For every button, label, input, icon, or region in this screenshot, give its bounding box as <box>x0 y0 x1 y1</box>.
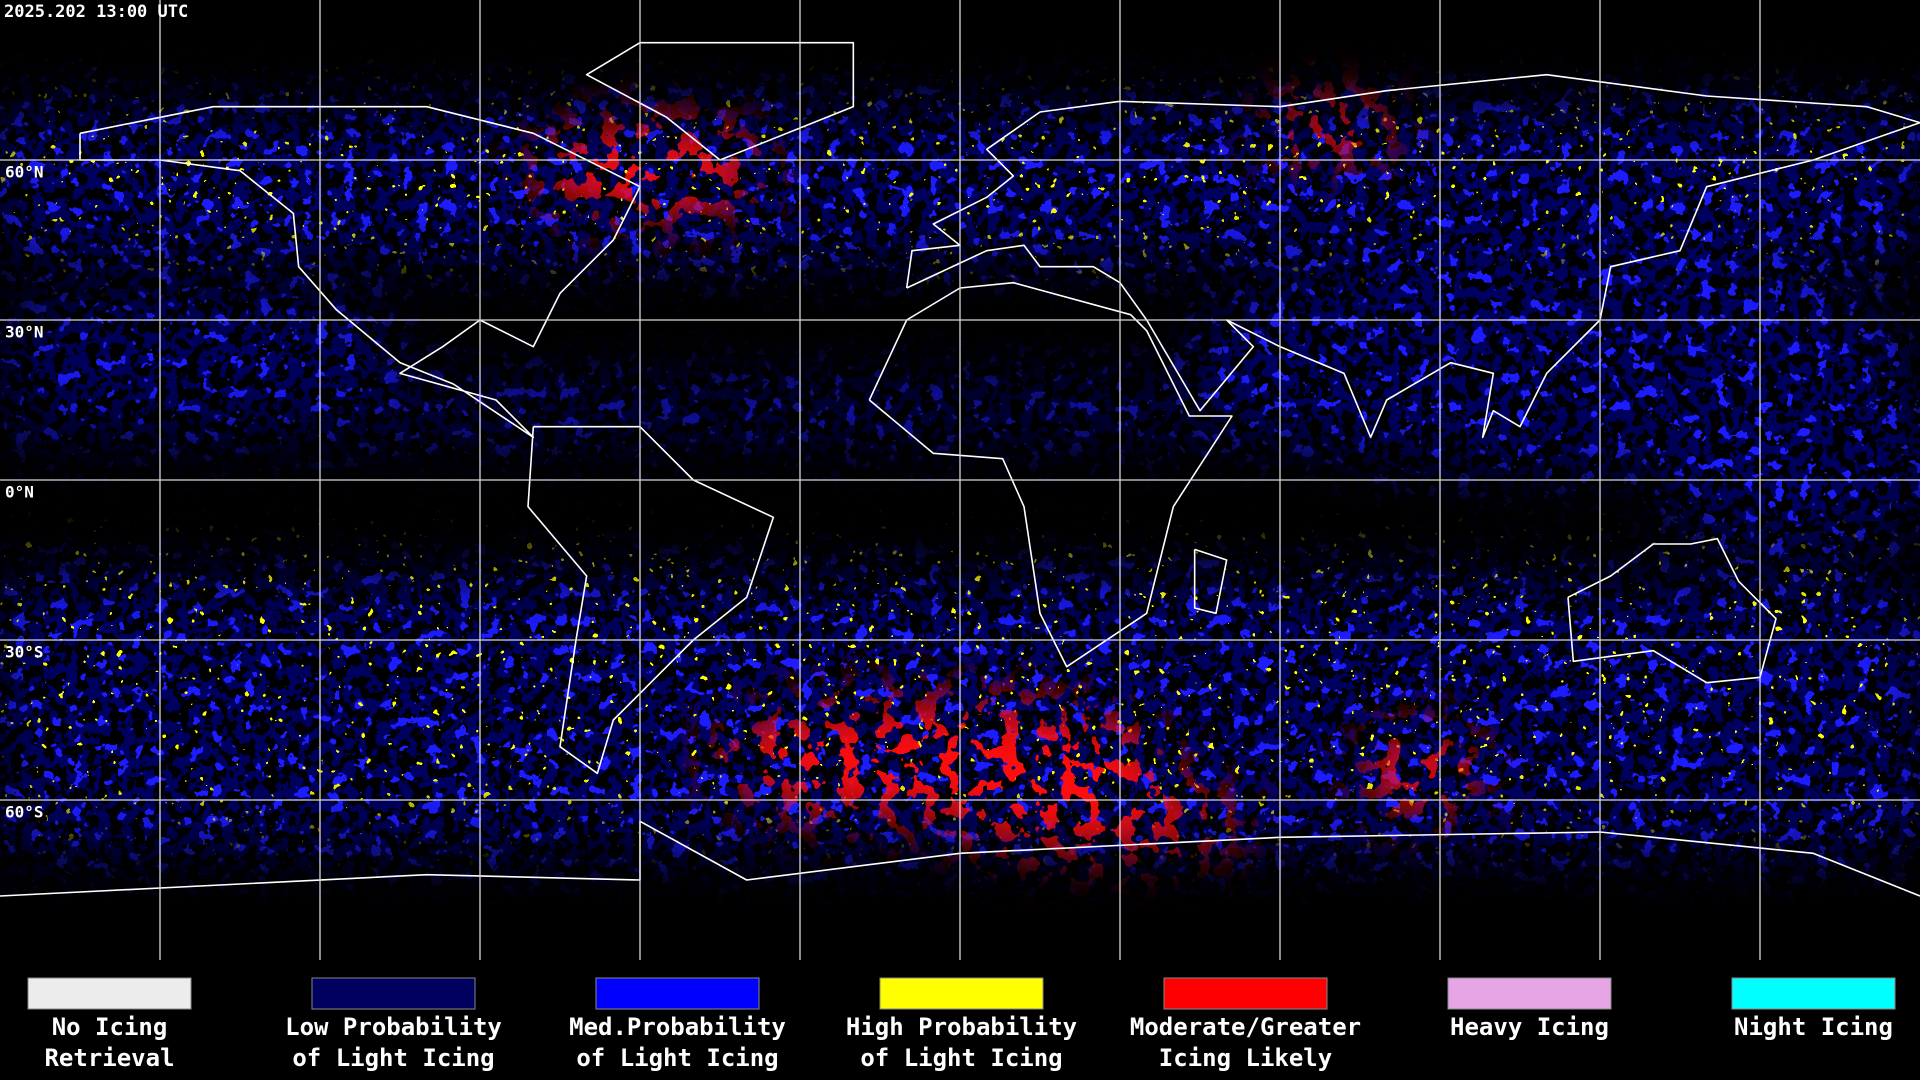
latitude-label: 30°S <box>5 643 44 662</box>
legend-swatch <box>1731 977 1896 1010</box>
coastline <box>1567 537 1777 684</box>
coastline <box>527 425 775 775</box>
legend-swatch <box>1163 977 1328 1010</box>
legend-label: No Icing <box>52 1013 168 1041</box>
legend-swatch <box>311 977 476 1010</box>
legend-swatch <box>595 977 760 1010</box>
legend-label: of Light Icing <box>292 1044 494 1072</box>
legend: No Icing Retrieval Low Probability of Light… <box>27 977 1896 1072</box>
coastline <box>1193 548 1228 615</box>
latitude-label: 0°N <box>5 483 34 502</box>
legend-swatch <box>879 977 1044 1010</box>
legend-label: Med.Probability <box>569 1013 786 1041</box>
legend-label: High Probability <box>846 1013 1077 1041</box>
coastline <box>0 820 1920 897</box>
legend-label: Retrieval <box>44 1044 174 1072</box>
latitude-labels: 60°N 30°N 0°N 30°S 60°S <box>5 163 44 822</box>
legend-label: Low Probability <box>285 1013 502 1041</box>
legend-label: Moderate/Greater <box>1130 1013 1361 1041</box>
timestamp: 2025.202 13:00 UTC <box>4 2 188 22</box>
coastline <box>905 73 1920 439</box>
latitude-label: 30°N <box>5 323 44 342</box>
legend-label: of Light Icing <box>576 1044 778 1072</box>
latitude-label: 60°S <box>5 803 44 822</box>
coastline <box>868 281 1233 668</box>
latitude-label: 60°N <box>5 163 44 182</box>
legend-label: Icing Likely <box>1159 1044 1332 1072</box>
graticule <box>0 0 1920 960</box>
legend-label: of Light Icing <box>860 1044 1062 1072</box>
legend-swatch <box>1447 977 1612 1010</box>
legend-swatch <box>27 977 192 1010</box>
legend-label: Heavy Icing <box>1450 1013 1609 1041</box>
legend-label: Night Icing <box>1734 1013 1893 1041</box>
